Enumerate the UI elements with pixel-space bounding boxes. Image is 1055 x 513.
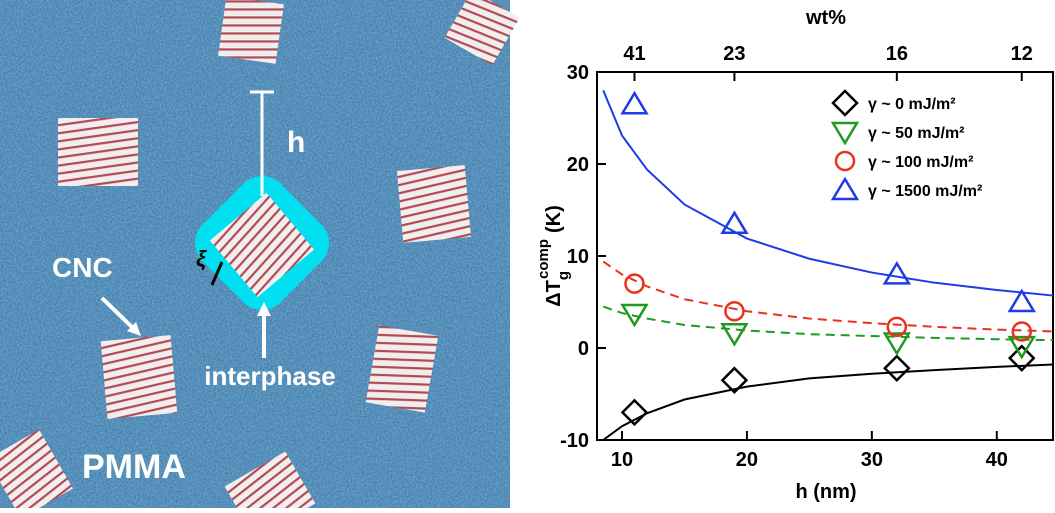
xi-label: ξ bbox=[196, 246, 207, 271]
h-label: h bbox=[287, 126, 305, 159]
x2-tick-label: 12 bbox=[1011, 43, 1033, 65]
x-tick-label: 40 bbox=[986, 449, 1008, 471]
legend-marker bbox=[833, 123, 857, 143]
legend-label: γ ~ 1500 mJ/m² bbox=[868, 183, 982, 200]
interphase-label: interphase bbox=[204, 361, 336, 391]
fit-line bbox=[603, 262, 1053, 332]
y-tick-label: 30 bbox=[567, 62, 589, 84]
x-tick-label: 20 bbox=[736, 449, 758, 471]
pmma-label: PMMA bbox=[82, 448, 186, 486]
marker bbox=[885, 263, 909, 283]
y-tick-label: -10 bbox=[560, 430, 589, 452]
marker bbox=[885, 356, 909, 380]
x-tick-label: 30 bbox=[861, 449, 883, 471]
legend-marker bbox=[833, 91, 857, 115]
marker bbox=[722, 324, 746, 344]
fit-line bbox=[603, 307, 1053, 341]
x-axis-title: h (nm) bbox=[795, 481, 856, 503]
x2-tick-label: 16 bbox=[886, 43, 908, 65]
legend-label: γ ~ 50 mJ/m² bbox=[868, 125, 965, 142]
plot-frame bbox=[597, 72, 1053, 440]
cnc-label: CNC bbox=[52, 252, 113, 283]
y-title-unit: (K) bbox=[543, 205, 565, 233]
y-tick-label: 0 bbox=[578, 338, 589, 360]
cnc-particle bbox=[101, 335, 178, 419]
cnc-particle bbox=[397, 165, 471, 243]
chart: wt% h (nm) ΔTgcomp (K) -10 0 10 20 30 10 20 30 40… bbox=[535, 7, 1053, 503]
legend-label: γ ~ 0 mJ/m² bbox=[868, 96, 956, 113]
legend-label: γ ~ 100 mJ/m² bbox=[868, 154, 973, 171]
marker bbox=[722, 213, 746, 233]
figure: h ξ CNC interphase PMMA wt% h (nm) ΔTgco… bbox=[0, 0, 1055, 508]
simulation-image: h ξ CNC interphase PMMA bbox=[0, 0, 520, 508]
y-title-base: ΔT bbox=[543, 280, 565, 307]
marker bbox=[622, 93, 646, 113]
x2-tick-label: 23 bbox=[723, 43, 745, 65]
marker bbox=[625, 275, 643, 293]
legend-marker bbox=[833, 179, 857, 199]
cnc-particle bbox=[218, 0, 284, 64]
y-tick-label: 10 bbox=[567, 246, 589, 268]
cnc-particle bbox=[58, 118, 138, 186]
x2-tick-label: 41 bbox=[623, 43, 645, 65]
y-title-sup: comp bbox=[535, 239, 552, 279]
x-tick-label: 10 bbox=[611, 449, 633, 471]
fit-line bbox=[603, 90, 1053, 295]
legend-marker bbox=[836, 152, 854, 170]
x2-axis-title: wt% bbox=[805, 7, 846, 29]
y-title-sub: g bbox=[555, 271, 572, 280]
marker bbox=[725, 302, 743, 320]
y-tick-label: 20 bbox=[567, 154, 589, 176]
fit-line bbox=[603, 365, 1053, 440]
